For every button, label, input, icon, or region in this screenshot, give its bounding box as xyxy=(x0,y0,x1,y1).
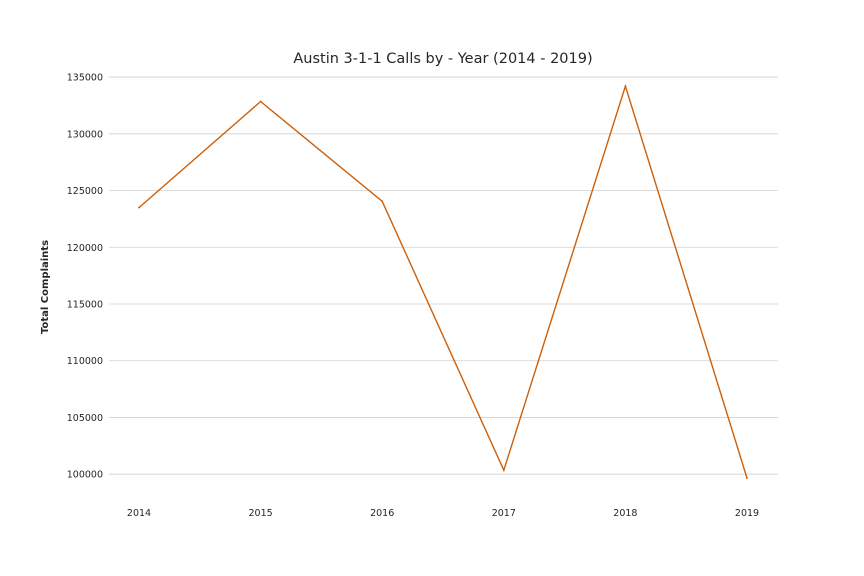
grid-layer xyxy=(109,76,778,475)
x-tick-label: 2015 xyxy=(249,508,273,519)
y-tick-label: 105000 xyxy=(67,413,103,424)
y-axis-label: Total Complaints xyxy=(40,240,51,334)
y-tick-label: 135000 xyxy=(67,73,103,84)
x-tick-label: 2016 xyxy=(370,508,394,519)
x-tick-label: 2014 xyxy=(127,508,151,519)
data-point xyxy=(502,469,505,472)
x-tick-label: 2019 xyxy=(735,508,759,519)
y-tick-label: 120000 xyxy=(67,243,103,254)
x-tick-label: 2018 xyxy=(613,508,637,519)
y-tick-label: 115000 xyxy=(67,299,103,310)
x-tick-labels: 2014 2015 2016 2017 2018 2019 xyxy=(127,508,759,519)
y-tick-label: 110000 xyxy=(67,356,103,367)
y-tick-label: 130000 xyxy=(67,129,103,140)
y-tick-label: 125000 xyxy=(67,186,103,197)
data-point xyxy=(259,100,262,103)
data-point xyxy=(381,200,384,203)
y-tick-label: 100000 xyxy=(67,470,103,481)
y-tick-labels: 100000 105000 110000 115000 120000 125000 1300… xyxy=(67,73,103,481)
data-point xyxy=(138,206,140,209)
data-point xyxy=(624,85,627,88)
series-layer xyxy=(138,83,748,480)
x-tick-label: 2017 xyxy=(492,508,516,519)
data-point xyxy=(746,477,748,480)
chart-title: Austin 3-1-1 Calls by - Year (2014 - 201… xyxy=(293,51,592,67)
series-line xyxy=(138,83,748,479)
